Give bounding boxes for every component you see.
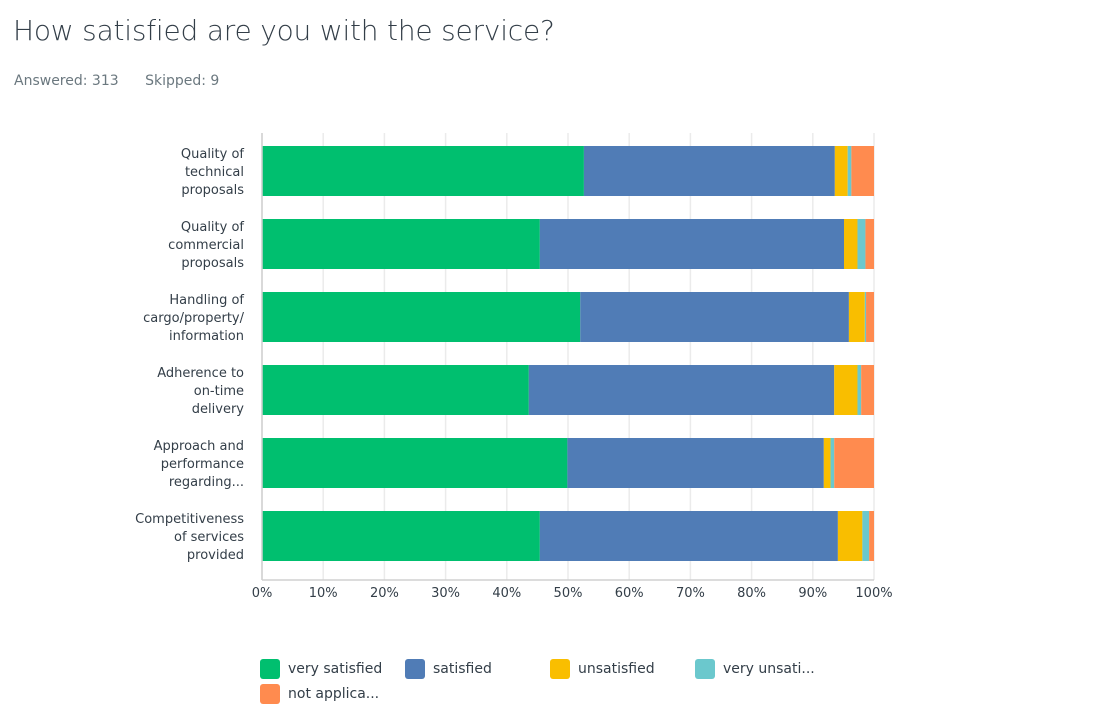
bar-segment-unsatisfied[interactable] (823, 438, 831, 488)
legend-item-very-satisfied[interactable]: very satisfied (260, 659, 382, 679)
category-labels: Quality of technical proposals Quality of co… (135, 147, 244, 563)
category-label-line: proposals (181, 256, 244, 271)
bar-segment-very-unsatisfied[interactable] (857, 365, 862, 415)
bar-segment-not-applicable[interactable] (834, 438, 874, 488)
bar-segment-very-satisfied[interactable] (262, 365, 529, 415)
category-label-line: provided (187, 548, 244, 563)
legend-swatch (260, 659, 280, 679)
bar-segment-satisfied[interactable] (539, 219, 845, 269)
bar-segment-unsatisfied[interactable] (837, 511, 863, 561)
legend-label: very satisfied (288, 661, 383, 677)
legend-label: unsatisfied (578, 661, 655, 677)
category-label-line: proposals (181, 183, 244, 198)
category-label-line: Competitiveness (135, 512, 244, 527)
bars (262, 146, 874, 561)
category-label-line: Approach and (154, 439, 244, 454)
x-tick-label: 60% (615, 586, 644, 601)
legend-item-very-unsatisfied[interactable]: very unsati... (695, 659, 815, 679)
x-tick-label: 50% (554, 586, 583, 601)
bar-segment-not-applicable[interactable] (851, 146, 874, 196)
category-label: Quality of commercial proposals (168, 220, 244, 271)
category-label: Competitiveness of services provided (135, 512, 244, 563)
bar-segment-satisfied[interactable] (580, 292, 849, 342)
bar-segment-very-satisfied[interactable] (262, 292, 581, 342)
bar-segment-very-satisfied[interactable] (262, 146, 584, 196)
category-label-line: Quality of (181, 220, 245, 235)
category-label: Adherence to on-time delivery (157, 366, 244, 417)
category-label: Quality of technical proposals (181, 147, 245, 198)
bar-segment-very-unsatisfied[interactable] (830, 438, 835, 488)
legend-label: not applica... (288, 686, 380, 702)
bar-segment-not-applicable[interactable] (865, 219, 874, 269)
bar-segment-satisfied[interactable] (567, 438, 824, 488)
answered-count: Answered: 313 (14, 73, 119, 89)
category-label-line: commercial (168, 238, 244, 253)
response-stats: Answered: 313 Skipped: 9 (14, 73, 241, 89)
x-tick-label: 70% (676, 586, 705, 601)
legend-item-satisfied[interactable]: satisfied (405, 659, 492, 679)
category-label-line: technical (185, 165, 244, 180)
category-label-line: of services (174, 530, 244, 545)
bar-segment-very-unsatisfied[interactable] (862, 511, 870, 561)
legend-swatch (550, 659, 570, 679)
x-tick-label: 80% (737, 586, 766, 601)
legend-item-unsatisfied[interactable]: unsatisfied (550, 659, 655, 679)
x-tick-label: 30% (431, 586, 460, 601)
bar-segment-very-unsatisfied[interactable] (857, 219, 866, 269)
legend-label: satisfied (433, 661, 492, 677)
bar-segment-very-satisfied[interactable] (262, 438, 568, 488)
bar-segment-unsatisfied[interactable] (844, 219, 858, 269)
x-tick-label: 100% (855, 586, 892, 601)
category-label-line: Adherence to (157, 366, 244, 381)
bar-segment-not-applicable[interactable] (869, 511, 874, 561)
bar-segment-very-satisfied[interactable] (262, 219, 540, 269)
skipped-count: Skipped: 9 (145, 73, 220, 89)
gridlines (261, 133, 875, 580)
legend-swatch (695, 659, 715, 679)
legend-item-not-applicable[interactable]: not applica... (260, 684, 379, 704)
category-label: Handling of cargo/property/information (143, 293, 244, 344)
category-label-line: delivery (192, 402, 245, 417)
bar-segment-unsatisfied[interactable] (848, 292, 865, 342)
bar-segment-not-applicable[interactable] (866, 292, 874, 342)
axes (261, 133, 874, 581)
category-label-line: information (169, 329, 244, 344)
bar-segment-very-unsatisfied[interactable] (847, 146, 852, 196)
bar-segment-very-unsatisfied[interactable] (864, 292, 867, 342)
legend-swatch (260, 684, 280, 704)
bar-segment-satisfied[interactable] (583, 146, 835, 196)
bar-segment-unsatisfied[interactable] (834, 365, 858, 415)
category-label-line: cargo/property/ (143, 311, 244, 326)
question-title: How satisfied are you with the service? (13, 14, 555, 47)
x-tick-label: 40% (492, 586, 521, 601)
bar-segment-unsatisfied[interactable] (834, 146, 848, 196)
legend-label: very unsati... (723, 661, 815, 677)
bar-segment-very-satisfied[interactable] (262, 511, 540, 561)
stacked-bar-chart: Quality of technical proposals Quality of co… (135, 133, 893, 601)
category-label-line: Handling of (169, 293, 244, 308)
category-label-line: regarding... (169, 475, 244, 490)
bar-segment-satisfied[interactable] (539, 511, 838, 561)
x-tick-label: 90% (798, 586, 827, 601)
category-label-line: on-time (194, 384, 244, 399)
category-label-line: Quality of (181, 147, 245, 162)
category-label-line: performance (161, 457, 244, 472)
category-label: Approach and performance regarding... (154, 439, 244, 490)
x-tick-label: 10% (309, 586, 338, 601)
bar-segment-not-applicable[interactable] (861, 365, 874, 415)
tick-labels: 0% 10% 20% 30% 40% 50% 60% 70% 80% 90% 100% (252, 586, 893, 601)
bar-segment-satisfied[interactable] (528, 365, 835, 415)
legend-swatch (405, 659, 425, 679)
x-tick-label: 20% (370, 586, 399, 601)
x-tick-label: 0% (252, 586, 273, 601)
